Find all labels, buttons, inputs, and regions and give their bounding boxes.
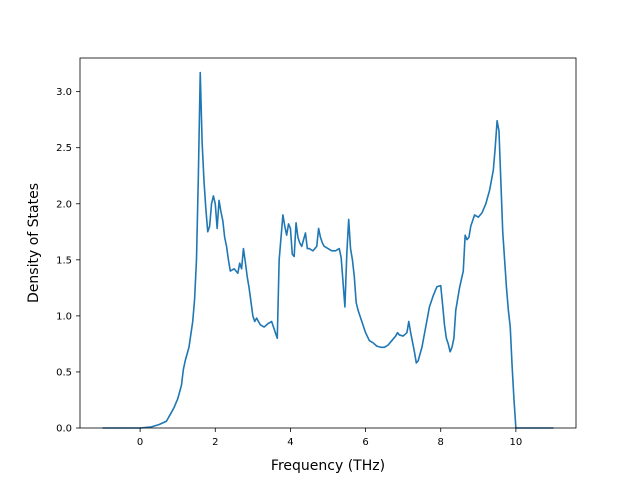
axes-frame bbox=[79, 57, 577, 429]
y-axis-ticks: 0.0 0.5 1.0 1.5 2.0 2.5 3.0 bbox=[56, 87, 80, 435]
y-tick-label: 2.5 bbox=[56, 143, 72, 154]
y-axis-title: Density of States bbox=[26, 183, 42, 303]
y-tick-label: 1.0 bbox=[56, 311, 72, 322]
x-axis-ticks: 0 2 4 6 8 10 bbox=[137, 428, 522, 448]
dos-series-line-0 bbox=[102, 71, 554, 429]
x-tick-label: 4 bbox=[287, 437, 293, 448]
y-tick-label: 0.5 bbox=[56, 367, 72, 378]
x-tick-label: 6 bbox=[362, 437, 368, 448]
x-axis-title: Frequency (THz) bbox=[271, 458, 385, 474]
x-tick-label: 10 bbox=[510, 437, 523, 448]
y-tick-label: 1.5 bbox=[56, 255, 72, 266]
x-tick-label: 8 bbox=[438, 437, 444, 448]
y-tick-label: 0.0 bbox=[56, 424, 72, 435]
x-tick-label: 2 bbox=[212, 437, 218, 448]
y-tick-label: 2.0 bbox=[56, 199, 72, 210]
y-tick-label: 3.0 bbox=[56, 87, 72, 98]
plot-area bbox=[102, 71, 554, 429]
x-tick-label: 0 bbox=[137, 437, 143, 448]
